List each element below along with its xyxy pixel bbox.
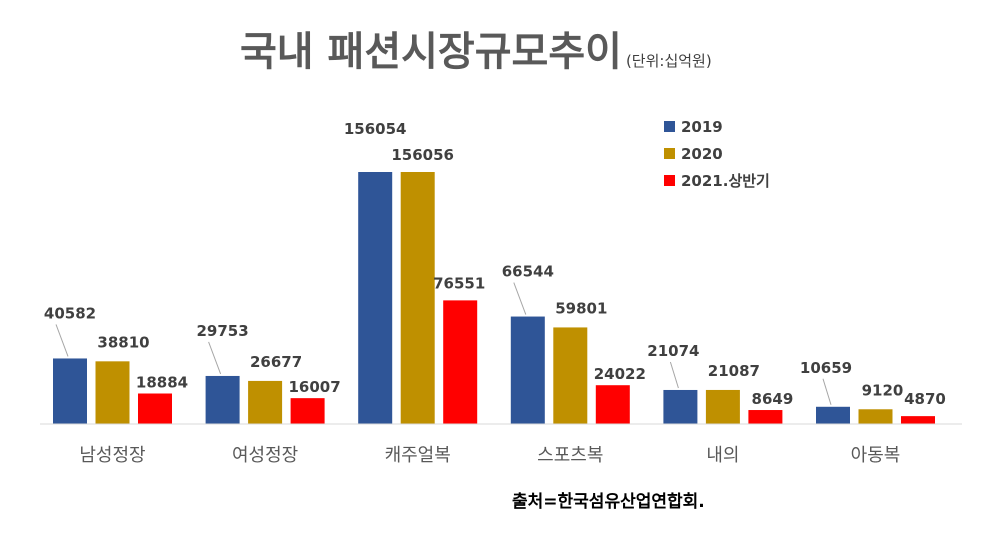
bar-아동복-2021.상반기: [901, 416, 935, 424]
category-label: 내의: [706, 445, 739, 466]
data-label: 66544: [502, 263, 554, 281]
data-label: 59801: [555, 299, 607, 317]
bar-여성정장-2020: [248, 380, 283, 424]
legend-label: 2021.상반기: [681, 172, 770, 190]
bar-스포츠복-2019: [510, 316, 545, 424]
data-label: 21087: [708, 362, 760, 380]
category-label: 아동복: [851, 445, 901, 466]
label-leader-line: [55, 324, 69, 357]
data-label: 38810: [97, 333, 149, 351]
category-label: 여성정장: [232, 445, 298, 466]
bar-스포츠복-2020: [553, 327, 588, 424]
bar-내의-2021.상반기: [748, 410, 783, 424]
data-label: 18884: [136, 374, 188, 392]
label-leader-line: [513, 282, 527, 315]
bar-남성정장-2020: [95, 361, 130, 424]
bar-아동복-2020: [858, 409, 893, 424]
data-label: 24022: [594, 365, 646, 383]
label-leader-line: [208, 341, 222, 375]
data-label: 76551: [433, 274, 485, 292]
legend-label: 2020: [681, 145, 723, 163]
bar-내의-2020: [705, 389, 740, 424]
data-label: 21074: [647, 342, 699, 360]
category-label: 남성정장: [79, 445, 145, 466]
bar-남성정장-2021.상반기: [138, 393, 172, 424]
data-label: 9120: [862, 381, 904, 399]
bar-남성정장-2019: [53, 358, 87, 424]
source-note: 출처=한국섬유산업연합회.: [512, 491, 705, 512]
data-label: 26677: [250, 353, 302, 371]
data-label: 10659: [800, 359, 852, 377]
legend-swatch: [664, 148, 675, 159]
bar-캐주얼복-2021.상반기: [443, 300, 478, 424]
legend-label: 2019: [681, 118, 723, 136]
bar-캐주얼복-2020: [400, 171, 435, 424]
data-label: 29753: [197, 322, 249, 340]
category-label: 스포츠복: [537, 445, 603, 466]
bar-여성정장-2021.상반기: [290, 398, 325, 424]
bar-내의-2019: [663, 389, 698, 424]
legend-swatch: [664, 175, 675, 186]
category-label: 캐주얼복: [385, 445, 451, 466]
data-label: 8649: [752, 390, 794, 408]
bar-캐주얼복-2019: [358, 172, 393, 424]
data-label: 4870: [904, 390, 946, 408]
bar-여성정장-2019: [205, 375, 240, 424]
label-leader-line: [822, 378, 832, 405]
legend-swatch: [664, 121, 675, 132]
bar-아동복-2019: [816, 406, 850, 424]
data-label: 16007: [289, 378, 341, 396]
label-leader-line: [669, 361, 679, 389]
data-label: 156056: [391, 146, 454, 164]
chart-title: 국내 패션시장규모추이: [240, 29, 622, 75]
data-label: 40582: [44, 304, 96, 322]
chart-subtitle: (단위:십억원): [626, 52, 712, 70]
bar-스포츠복-2021.상반기: [595, 385, 630, 424]
data-label: 156054: [344, 120, 407, 138]
legend: 2019 2020 2021.상반기: [664, 118, 770, 190]
